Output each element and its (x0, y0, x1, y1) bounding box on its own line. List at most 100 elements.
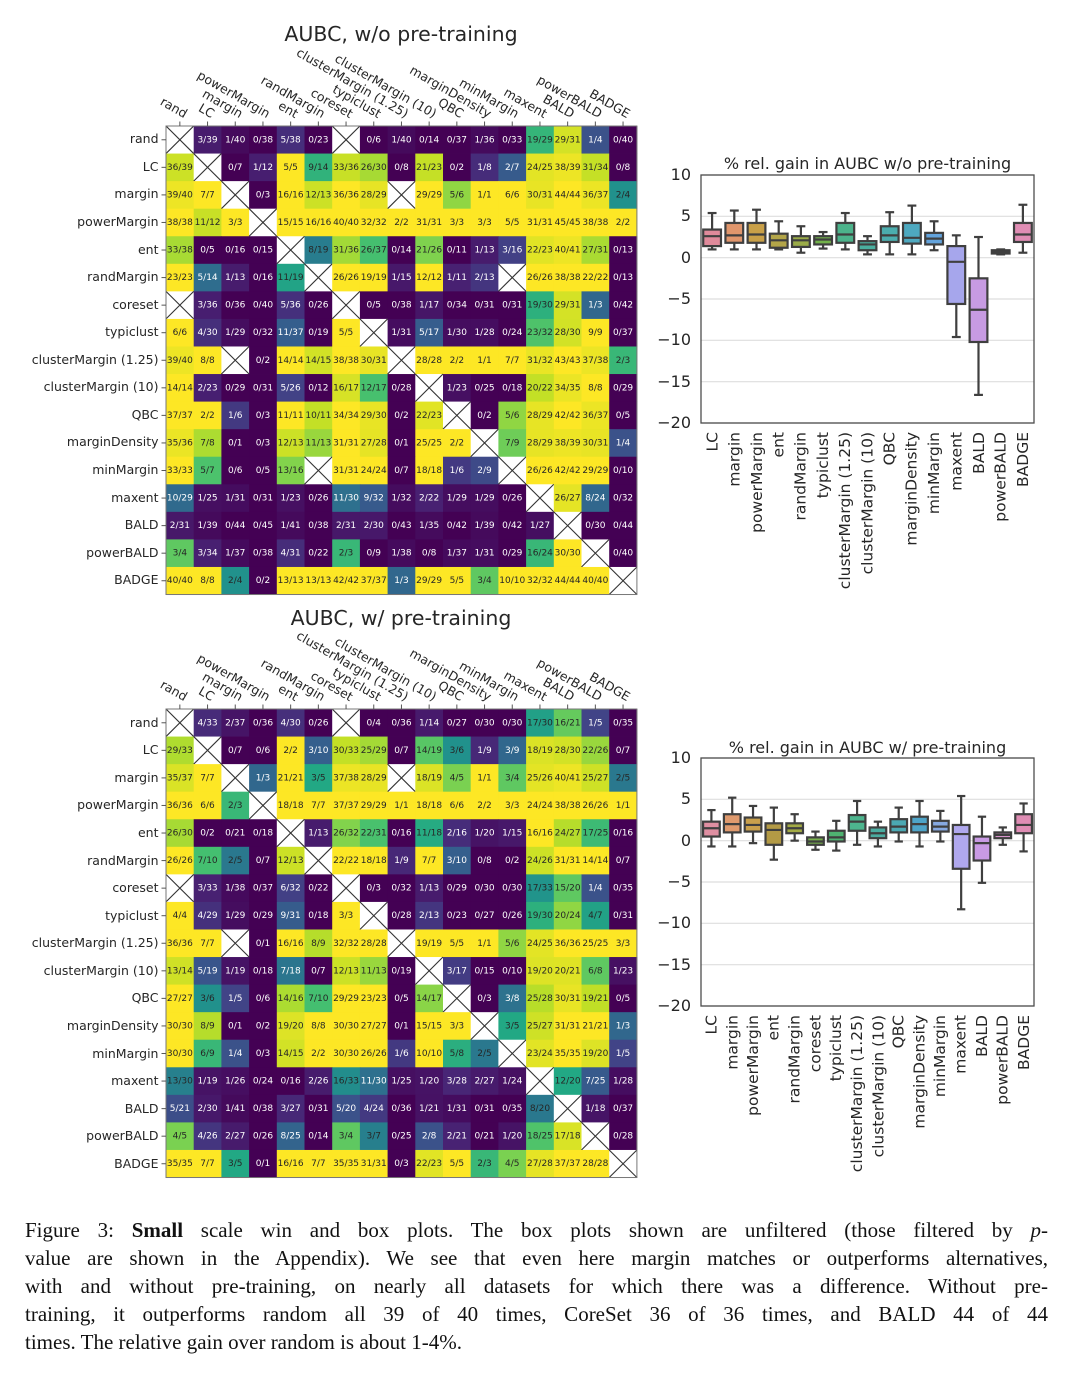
heatmap-cell: 1/3 (608, 1012, 637, 1041)
heatmap-cell: 42/42 (553, 456, 582, 485)
cell-value: 22/23 (526, 245, 552, 255)
cell-color (497, 736, 526, 765)
heatmap-cell: 0/3 (248, 401, 277, 430)
cell-color (581, 290, 610, 319)
cell-value: 0/3 (255, 410, 269, 420)
cell-color (304, 538, 333, 567)
heatmap-cell: 10/10 (497, 566, 526, 595)
heatmap-cell: 2/2 (387, 208, 416, 237)
cell-color (581, 846, 610, 875)
heatmap-cell: 23/23 (165, 263, 194, 292)
cell-color (248, 483, 277, 512)
cell-color (304, 125, 333, 154)
cell-value: 0/31 (612, 911, 632, 921)
cell-color (553, 125, 582, 154)
heatmap-cell: 37/38 (331, 764, 360, 793)
heatmap-cell: 0/14 (304, 1122, 333, 1151)
heatmap-cell: 0/25 (387, 1122, 416, 1151)
heatmap-cell: 37/38 (581, 345, 610, 374)
cell-value: 10/11 (305, 410, 331, 420)
cross-mark-icon (248, 791, 277, 820)
heatmap-cell: 0/42 (442, 511, 471, 540)
heatmap-cell: 1/8 (470, 153, 499, 182)
cell-value: 5/6 (449, 190, 464, 200)
cell-color (442, 846, 471, 875)
cell-value: 1/31 (225, 493, 245, 503)
cell-value: 0/40 (612, 135, 632, 145)
cell-color (220, 846, 249, 875)
cell-color (165, 345, 194, 374)
heatmap-cell: 1/30 (442, 318, 471, 347)
cell-value: 17/25 (582, 829, 608, 839)
cell-color (470, 180, 499, 209)
cell-color (608, 125, 637, 154)
heatmap-cell: 35/35 (165, 1149, 194, 1178)
cell-color (581, 428, 610, 457)
heatmap-cell: 3/36 (193, 290, 222, 319)
cell-color (442, 901, 471, 930)
cell-color (581, 318, 610, 347)
cell-color (442, 736, 471, 765)
heatmap-cell: 26/26 (525, 456, 554, 485)
box-clustermargin-1-25 (847, 799, 867, 846)
heatmap-cell: 0/31 (470, 290, 499, 319)
heatmap-cell: 0/27 (470, 901, 499, 930)
heatmap-cell: 0/5 (193, 235, 222, 264)
heatmap-cell: 0/7 (387, 736, 416, 765)
heatmap-cell-empty (331, 873, 360, 903)
heatmap-cell: 2/31 (165, 511, 194, 540)
cell-value: 1/41 (280, 521, 300, 531)
heatmap-cell: 31/31 (331, 428, 360, 457)
cell-value: 0/1 (228, 1021, 242, 1031)
cell-value: 29/29 (582, 466, 608, 476)
x-tick-label: clusterMargin (1.25) (836, 432, 855, 590)
heatmap-cell: 0/14 (414, 125, 443, 154)
cell-value: 14/17 (416, 994, 442, 1004)
heatmap-cell: 30/30 (331, 1012, 360, 1041)
heatmap-cell: 0/16 (248, 263, 277, 292)
cell-value: 0/32 (612, 493, 632, 503)
heatmap-cell: 0/2 (248, 1012, 277, 1041)
cell-value: 4/7 (588, 911, 602, 921)
cell-value: 3/17 (446, 966, 466, 976)
heatmap-cell: 0/13 (608, 235, 637, 264)
cell-value: 25/28 (526, 994, 552, 1004)
cell-value: 1/3 (394, 576, 408, 586)
cell-value: 0/26 (308, 300, 328, 310)
heatmap-cell-empty (331, 290, 360, 319)
cell-value: 3/10 (308, 746, 328, 756)
cell-color (276, 208, 305, 237)
cell-color (165, 401, 194, 430)
heatmap-cell: 38/38 (331, 345, 360, 374)
cell-color (165, 736, 194, 765)
cell-color (608, 874, 637, 903)
heatmap-cell: 2/2 (470, 791, 499, 820)
heatmap-cell: 0/6 (359, 125, 388, 154)
cell-value: 25/25 (416, 438, 442, 448)
cross-mark-icon (525, 483, 554, 512)
x-tick-label: margin (725, 432, 744, 487)
heatmap-cell: 0/26 (497, 901, 526, 930)
cell-color (553, 819, 582, 848)
heatmap-cell: 1/4 (581, 125, 610, 154)
cell-value: 14/15 (305, 355, 331, 365)
heatmap-cell: 19/29 (525, 125, 554, 154)
cell-value: 2/7 (505, 162, 519, 172)
cell-value: 26/30 (166, 829, 192, 839)
cell-color (553, 929, 582, 958)
cell-color (387, 290, 416, 319)
cell-value: 0/37 (612, 1104, 632, 1114)
cell-color (331, 929, 360, 958)
x-tick-label: BADGE (1013, 432, 1032, 487)
cell-color (331, 318, 360, 347)
heatmap-cell: 31/31 (359, 1149, 388, 1178)
heatmap-cell: 2/3 (470, 1149, 499, 1178)
cell-value: 12/20 (554, 1077, 580, 1087)
heatmap-cell: 0/31 (248, 373, 277, 402)
cell-color (331, 736, 360, 765)
cell-value: 0/3 (255, 438, 269, 448)
cell-value: 4/33 (197, 718, 217, 728)
cell-value: 5/5 (283, 162, 297, 172)
cell-color (359, 235, 388, 264)
cell-value: 0/25 (474, 383, 494, 393)
